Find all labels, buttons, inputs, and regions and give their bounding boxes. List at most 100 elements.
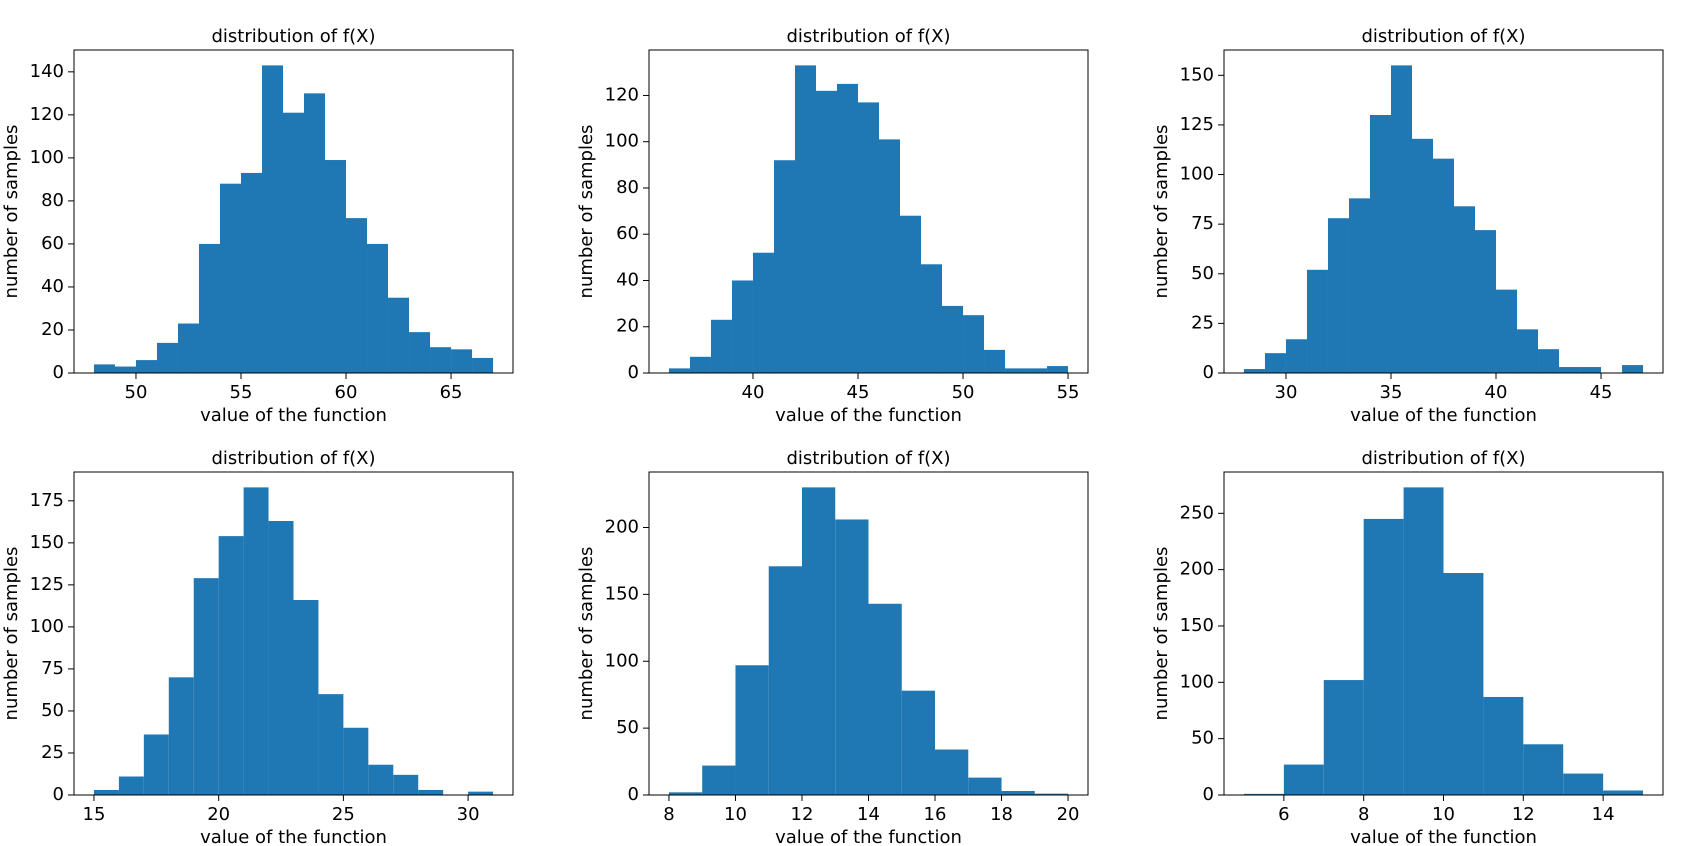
y-tick-label: 175 [30, 490, 64, 511]
x-axis-label: value of the function [1350, 827, 1537, 846]
bar [1603, 790, 1644, 795]
x-tick-label: 16 [924, 804, 947, 825]
bar [1538, 349, 1560, 373]
y-tick-label: 120 [605, 84, 639, 105]
bar [346, 218, 368, 373]
bar [93, 789, 119, 795]
bar [118, 776, 144, 795]
bar [325, 160, 347, 373]
y-axis-label: number of samples [576, 547, 597, 721]
bar [198, 243, 220, 373]
bar [1348, 198, 1370, 373]
bar [879, 139, 901, 373]
y-tick-label: 25 [41, 742, 64, 763]
bar [393, 774, 419, 795]
bar [1563, 773, 1604, 795]
chart-title: distribution of f(X) [786, 26, 950, 47]
x-tick-label: 20 [207, 804, 230, 825]
y-tick-label: 25 [1191, 312, 1214, 333]
y-axis-label: number of samples [1, 547, 22, 721]
x-tick-label: 65 [440, 382, 463, 403]
bar [1411, 138, 1433, 373]
x-tick-label: 6 [1278, 804, 1289, 825]
bar [343, 727, 369, 795]
bar [689, 356, 711, 373]
y-tick-label: 80 [41, 190, 64, 211]
y-tick-label: 20 [41, 319, 64, 340]
y-tick-label: 100 [30, 616, 64, 637]
bar [1363, 518, 1404, 795]
y-tick-label: 100 [1180, 164, 1214, 185]
bar [243, 487, 269, 795]
x-tick-label: 45 [847, 382, 870, 403]
bar [768, 566, 802, 795]
bar [114, 366, 136, 373]
bar [968, 777, 1002, 795]
bar [304, 93, 326, 374]
y-axis-label: number of samples [1151, 125, 1172, 299]
y-tick-label: 50 [41, 700, 64, 721]
chart-title: distribution of f(X) [786, 448, 950, 469]
x-tick-label: 35 [1380, 382, 1403, 403]
y-tick-label: 40 [41, 276, 64, 297]
bar [942, 305, 964, 373]
bar [418, 789, 444, 795]
bar [93, 364, 115, 373]
y-tick-label: 60 [41, 233, 64, 254]
x-tick-label: 18 [990, 804, 1013, 825]
y-tick-label: 150 [1180, 64, 1214, 85]
bar [710, 319, 732, 373]
x-tick-label: 12 [1512, 804, 1535, 825]
bar [1559, 367, 1581, 373]
x-axis-label: value of the function [200, 405, 387, 426]
y-tick-label: 120 [30, 104, 64, 125]
x-tick-label: 8 [663, 804, 674, 825]
bar [1283, 764, 1324, 795]
y-tick-label: 100 [1180, 671, 1214, 692]
chart-title: distribution of f(X) [211, 26, 375, 47]
y-axis-label: number of samples [576, 125, 597, 299]
bar [731, 280, 753, 373]
bar [857, 102, 880, 373]
y-tick-label: 50 [616, 717, 639, 738]
bar [1496, 289, 1518, 373]
y-tick-label: 200 [605, 517, 639, 538]
bar [1264, 353, 1286, 373]
y-tick-label: 75 [1191, 213, 1214, 234]
axes-frame [73, 49, 514, 374]
bar [900, 215, 922, 373]
bar [815, 90, 837, 374]
x-tick-label: 12 [791, 804, 814, 825]
y-tick-label: 150 [30, 532, 64, 553]
y-tick-label: 60 [616, 223, 639, 244]
x-tick-label: 55 [1057, 382, 1080, 403]
y-tick-label: 125 [30, 574, 64, 595]
bar [168, 677, 194, 795]
bar [388, 297, 410, 373]
bar [268, 521, 294, 795]
bar [1243, 793, 1284, 795]
bar [901, 690, 936, 795]
y-tick-label: 0 [628, 784, 639, 805]
bar [468, 791, 494, 795]
bar [868, 603, 902, 795]
bar [219, 183, 241, 373]
axes-frame [648, 49, 1089, 374]
bar [752, 252, 774, 373]
y-tick-label: 0 [1203, 784, 1214, 805]
bar [702, 765, 736, 795]
bar [1523, 744, 1564, 795]
bar [668, 792, 703, 795]
bar [1369, 114, 1391, 374]
bar [668, 368, 690, 373]
y-tick-label: 150 [1180, 615, 1214, 636]
x-tick-label: 10 [1432, 804, 1455, 825]
bar [1443, 573, 1484, 795]
chart-title: distribution of f(X) [1361, 448, 1525, 469]
y-tick-label: 100 [605, 131, 639, 152]
bar [1327, 218, 1349, 373]
y-tick-label: 100 [605, 650, 639, 671]
bar [282, 112, 305, 373]
bar [1285, 339, 1307, 373]
